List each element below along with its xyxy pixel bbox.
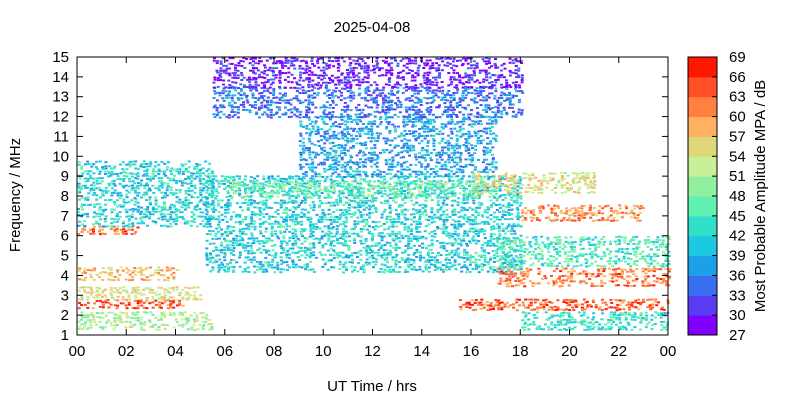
colorbar-segment (688, 275, 717, 296)
x-tick-label: 04 (167, 343, 184, 360)
y-tick-label: 8 (61, 188, 69, 205)
colorbar-tick-label: 45 (729, 208, 746, 225)
x-tick-label: 20 (561, 343, 578, 360)
colorbar-segment (688, 116, 717, 137)
x-tick-label: 08 (266, 343, 283, 360)
colorbar-segment (688, 235, 717, 257)
y-tick-label: 1 (61, 327, 69, 344)
colorbar-tick-label: 48 (729, 188, 746, 205)
colorbar-segment (688, 96, 717, 118)
spectrum-band-8 (298, 115, 498, 179)
colorbar-tick-label: 60 (729, 109, 746, 126)
colorbar-segment (688, 215, 717, 237)
x-axis-label: UT Time / hrs (327, 378, 417, 395)
y-tick-label: 6 (61, 228, 69, 245)
colorbar-tick-label: 54 (729, 148, 746, 165)
x-tick-label: 00 (660, 343, 677, 360)
colorbar-tick-label: 63 (729, 89, 746, 106)
y-tick-label: 3 (61, 287, 69, 304)
colorbar-tick-label: 36 (729, 267, 746, 284)
y-tick-label: 14 (52, 69, 69, 86)
colorbar-tick-label: 57 (729, 128, 746, 145)
colorbar-segment (688, 255, 717, 276)
x-tick-label: 18 (512, 343, 529, 360)
x-tick-label: 06 (216, 343, 233, 360)
y-tick-label: 13 (52, 89, 69, 106)
y-tick-label: 9 (61, 168, 69, 185)
colorbar-tick-label: 33 (729, 287, 746, 304)
spectrum-band-5 (77, 160, 215, 228)
x-tick-label: 00 (69, 343, 86, 360)
colorbar: 27 30 33 36 39 42 45 48 51 54 57 60 63 66 69 (687, 49, 746, 344)
spectrum-band-11 (458, 298, 670, 312)
colorbar-segment (688, 156, 717, 177)
spectrum-band-7 (225, 180, 498, 198)
colorbar-tick-label: 69 (729, 49, 746, 66)
spectrum-band-6 (205, 175, 523, 274)
spectrum-band-12 (496, 267, 672, 288)
colorbar-tick-label: 39 (729, 248, 746, 265)
y-tick-label: 7 (61, 208, 69, 225)
x-tick-label: 10 (315, 343, 332, 360)
y-tick-label: 2 (61, 307, 69, 324)
plot-area (77, 57, 672, 331)
spectrum-band-10 (212, 57, 524, 89)
colorbar-segment (688, 176, 717, 197)
y-tick-label: 12 (52, 109, 69, 126)
x-tick-label: 02 (118, 343, 135, 360)
x-axis-ticks: 00 02 04 06 08 10 12 14 16 18 20 22 00 (69, 57, 677, 360)
spectrum-band-9 (212, 86, 525, 119)
colorbar-segment (688, 196, 717, 217)
y-axis-label: Frequency / MHz (7, 138, 24, 252)
spectrum-band-3 (77, 266, 179, 282)
spectrum-band-0 (77, 311, 214, 331)
y-tick-label: 4 (61, 267, 69, 284)
spectrum-band-14 (521, 204, 645, 222)
x-tick-label: 22 (610, 343, 627, 360)
spectrum-band-16 (521, 311, 670, 331)
spectrum-band-2 (77, 286, 203, 302)
colorbar-segment (688, 57, 717, 78)
colorbar-segment (688, 315, 717, 336)
colorbar-label: Most Probable Amplitude MPA / dB (752, 80, 769, 312)
spectrum-band-15 (471, 171, 597, 194)
colorbar-tick-label: 51 (729, 168, 746, 185)
y-tick-label: 5 (61, 248, 69, 265)
y-tick-label: 15 (52, 49, 69, 66)
colorbar-tick-label: 66 (729, 69, 746, 86)
colorbar-segment (688, 136, 717, 157)
chart-title: 2025-04-08 (334, 19, 411, 36)
y-tick-label: 10 (52, 148, 69, 165)
colorbar-tick-label: 27 (729, 327, 746, 344)
colorbar-segment (688, 76, 717, 98)
colorbar-tick-label: 30 (729, 307, 746, 324)
y-tick-label: 11 (53, 128, 69, 145)
x-tick-label: 16 (463, 343, 480, 360)
spectrum-band-13 (495, 235, 671, 268)
colorbar-tick-label: 42 (729, 228, 746, 245)
x-tick-label: 12 (364, 343, 381, 360)
colorbar-segment (688, 295, 717, 316)
x-tick-label: 14 (413, 343, 430, 360)
